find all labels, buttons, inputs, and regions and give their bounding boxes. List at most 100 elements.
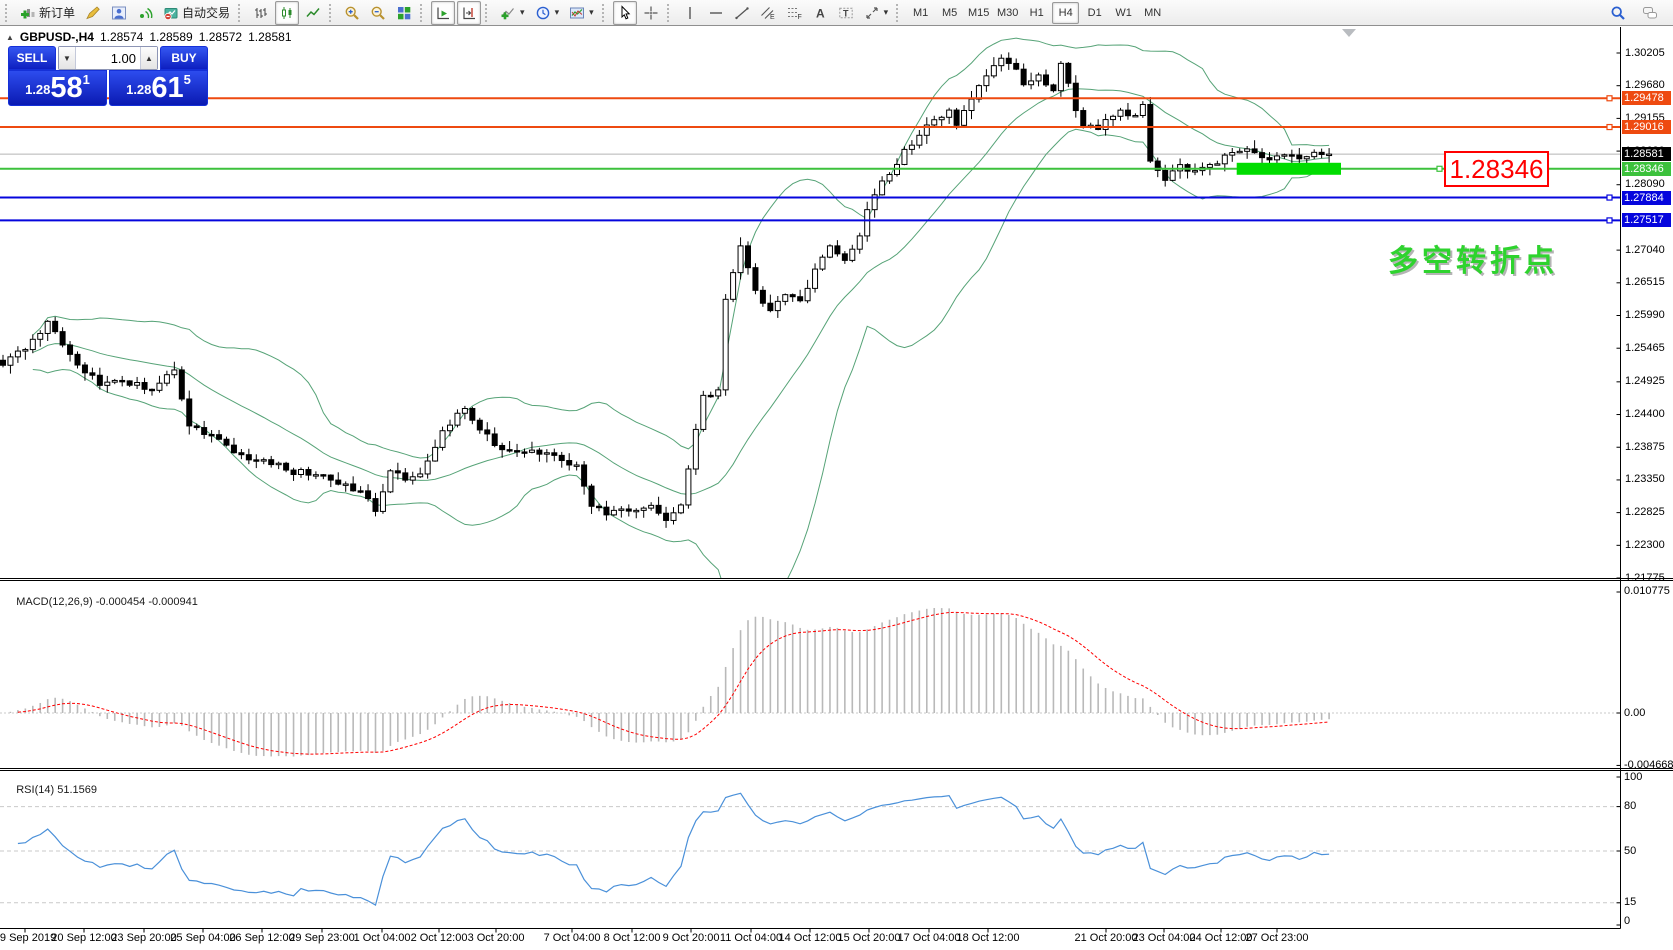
sell-price-display[interactable]: 1.28 58 1 [8, 70, 107, 106]
macd-signal-value: -0.000941 [148, 596, 198, 608]
toolbar-grip[interactable] [420, 3, 426, 22]
buy-button[interactable]: BUY [160, 46, 208, 70]
line-handle[interactable] [1606, 217, 1613, 224]
price-callout-box[interactable]: 1.28346 [1444, 151, 1549, 187]
candlestick-chart-button[interactable] [275, 0, 300, 25]
bar-chart-button[interactable] [249, 1, 273, 25]
chart-shift-marker[interactable] [1342, 29, 1356, 37]
toolbar-grip[interactable] [485, 3, 491, 22]
toolbar-grip[interactable] [5, 3, 11, 22]
toolbar-grip[interactable] [238, 3, 244, 22]
volume-input[interactable] [76, 47, 140, 69]
text-label-button[interactable]: T [834, 1, 858, 25]
fibo-icon: F [787, 7, 801, 21]
rsi-tick-label: 80 [1624, 800, 1637, 813]
timeframe-w1-button[interactable]: W1 [1115, 6, 1132, 19]
search-button[interactable] [1606, 1, 1630, 25]
bars-icon [255, 7, 268, 18]
chevron-down-icon[interactable]: ▾ [554, 7, 560, 17]
sell-button[interactable]: SELL [8, 46, 56, 70]
date-tick-label: 7 Oct 04:00 [543, 932, 601, 944]
hline-icon [709, 11, 722, 14]
new-order-label: 新订单 [39, 6, 76, 20]
rsi-tick-label: 15 [1624, 896, 1637, 909]
arrows-button[interactable]: ▾ [860, 1, 893, 25]
line-handle[interactable] [1436, 165, 1443, 172]
signals-button[interactable] [133, 1, 157, 25]
templates-button[interactable]: ▾ [565, 1, 598, 25]
line-handle[interactable] [1606, 95, 1613, 102]
cursor-button[interactable] [612, 0, 637, 25]
date-tick-label: 11 Oct 04:00 [719, 932, 783, 944]
macd-pane[interactable] [0, 607, 1621, 757]
crayon-button[interactable] [81, 1, 105, 25]
chart-shift-icon [463, 7, 476, 19]
rsi-pane[interactable] [0, 792, 1621, 907]
crosshair-icon [644, 6, 658, 19]
toolbar-grip[interactable] [896, 3, 902, 22]
chevron-down-icon[interactable]: ▾ [520, 7, 525, 17]
zoom-out-button[interactable] [366, 1, 390, 25]
price-tick-label: 1.22825 [1625, 506, 1665, 519]
timeframe-h1-button[interactable]: H1 [1029, 6, 1044, 19]
toolbar-grip[interactable] [601, 3, 608, 22]
horizontal-line-button[interactable] [704, 1, 728, 25]
timeframe-d1-button[interactable]: D1 [1087, 6, 1102, 19]
date-tick-label: 21 Oct 20:00 [1074, 932, 1138, 944]
auto-scroll-button[interactable] [431, 0, 456, 25]
line-handle[interactable] [1606, 123, 1613, 131]
timeframe-m1-button[interactable]: M1 [913, 6, 929, 19]
buy-price-big: 61 [151, 72, 184, 104]
auto-trading-button[interactable]: 自动交易 [159, 1, 234, 25]
timeframe-m5-button[interactable]: M5 [942, 6, 958, 19]
toolbar-grip[interactable] [666, 3, 673, 22]
chevron-down-icon[interactable]: ▾ [589, 7, 594, 17]
text-button[interactable]: A [808, 1, 832, 25]
new-order-button[interactable]: 新订单 [16, 1, 79, 25]
price-tick-label: 1.29680 [1625, 79, 1665, 92]
vline-icon [688, 6, 691, 19]
timeframe-h4-button[interactable]: H4 [1052, 1, 1080, 24]
price-tick-label: 1.25465 [1625, 341, 1665, 354]
equidistant-channel-button[interactable]: E [756, 1, 780, 25]
highlight-rectangle-object[interactable] [1236, 162, 1341, 175]
price-tick-label: 1.30205 [1625, 46, 1665, 59]
periods-button[interactable]: ▾ [531, 1, 564, 25]
timeframe-m15-button[interactable]: M15 [967, 6, 990, 19]
main-price-pane[interactable] [0, 37, 1621, 628]
trendline-button[interactable] [730, 1, 754, 25]
timeframe-m30-button[interactable]: M30 [996, 6, 1019, 19]
templates-icon [570, 7, 585, 18]
fibonacci-retracement-button[interactable]: F [782, 1, 806, 25]
zoom-out-icon [371, 6, 385, 20]
zoom-in-button[interactable] [340, 1, 364, 25]
ohlc-open: 1.28574 [99, 30, 144, 44]
tile-windows-button[interactable] [392, 1, 416, 25]
date-tick-label: 23 Oct 04:00 [1132, 932, 1196, 944]
buy-price-display[interactable]: 1.28 61 5 [109, 70, 208, 106]
market-watch-button[interactable] [107, 1, 131, 25]
turning-point-annotation[interactable]: 多空转折点 [1388, 245, 1558, 278]
chat-icon [1643, 6, 1657, 18]
volume-decrease-button[interactable]: ▼ [59, 47, 76, 69]
date-tick-label: 29 Sep 23:00 [289, 932, 355, 944]
date-tick-label: 3 Oct 20:00 [467, 932, 525, 944]
line-handle[interactable] [1606, 194, 1613, 201]
price-tick-label: 1.23350 [1625, 473, 1665, 486]
chevron-down-icon[interactable]: ▾ [883, 7, 889, 17]
crosshair-button[interactable] [639, 1, 663, 25]
sell-price-sup: 1 [82, 72, 90, 87]
indicators-button[interactable]: ▾ [496, 1, 529, 25]
chart-shift-button[interactable] [457, 0, 482, 25]
chat-button[interactable] [1638, 1, 1662, 25]
toolbar-grip[interactable] [329, 3, 335, 22]
volume-increase-button[interactable]: ▲ [140, 47, 157, 69]
timeframe-mn-button[interactable]: MN [1144, 6, 1162, 19]
vertical-line-button[interactable] [678, 1, 702, 25]
bollinger-middle-band [32, 88, 1330, 495]
collapse-icon[interactable]: ▲ [6, 32, 14, 42]
new-order-icon [21, 8, 35, 18]
line-chart-button[interactable] [301, 1, 325, 25]
